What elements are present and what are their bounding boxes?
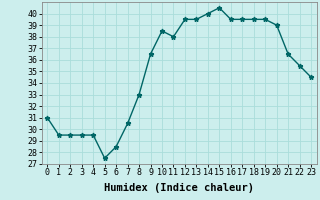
X-axis label: Humidex (Indice chaleur): Humidex (Indice chaleur) [104, 183, 254, 193]
